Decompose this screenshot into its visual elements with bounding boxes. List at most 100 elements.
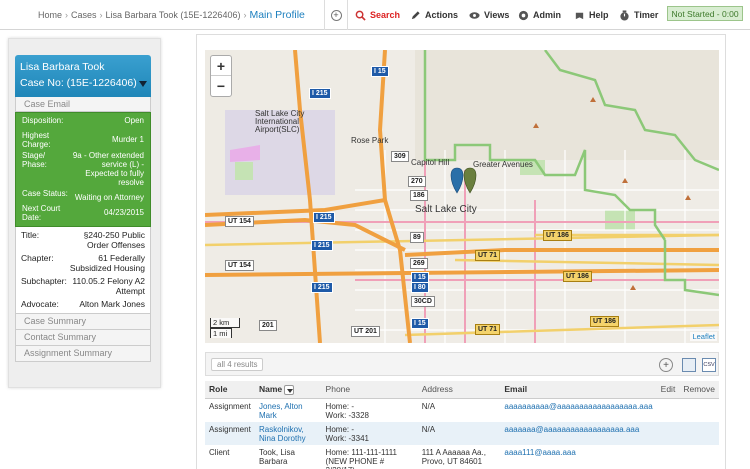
breadcrumb-current: Main Profile (249, 9, 305, 21)
zoom-button[interactable]: + (324, 0, 348, 30)
hwy-shield: 186 (410, 190, 428, 201)
cell-address: 111 A Aaaaaa Aa., Provo, UT 84601 (421, 447, 486, 466)
field-value: 110.05.2 Felony A2 Attempt (72, 276, 145, 296)
copy-table-icon[interactable] (682, 358, 696, 372)
table-row[interactable]: Assignment Jones, Alton Mark Home: - Wor… (205, 398, 719, 422)
field-label: Disposition: (22, 116, 64, 125)
assignment-summary-tab[interactable]: Assignment Summary (15, 345, 151, 362)
cell-email-link[interactable]: aaaaaaa@aaaaaaaaaaaaaaaaaa.aaa (500, 421, 657, 445)
help-icon (575, 12, 584, 19)
col-role[interactable]: Role (205, 381, 255, 399)
scale-mi: 1 mi (210, 328, 232, 338)
map-label-airport: Salt Lake City International Airport(SLC… (255, 109, 305, 134)
case-email-tab[interactable]: Case Email (15, 97, 151, 112)
col-email[interactable]: Email (500, 381, 657, 399)
table-toolbar: all 4 results + CSV (205, 352, 719, 376)
caret-down-icon[interactable] (139, 81, 147, 87)
timer-status-badge[interactable]: Not Started - 0:00 (667, 6, 743, 21)
nav-views[interactable]: Views (469, 0, 509, 30)
search-icon (355, 10, 366, 21)
hwy-shield: 201 (259, 320, 277, 331)
field-label: Title: (21, 230, 40, 240)
col-name[interactable]: Name (254, 381, 322, 399)
cell-email-link[interactable]: aaaaaaaaaa@aaaaaaaaaaaaaaaaaa.aaa (504, 401, 653, 411)
hwy-shield: UT 154 (225, 260, 254, 271)
nav-admin[interactable]: Admin (518, 0, 561, 30)
hwy-shield: UT 186 (563, 271, 592, 282)
field-label: Advocate: (21, 299, 59, 309)
field-label: Stage/ Phase: (22, 151, 47, 169)
field-label: Chapter: (21, 253, 54, 263)
hwy-shield: 89 (410, 232, 424, 243)
top-bar: Home › Cases › Lisa Barbara Took (15E-122640… (0, 0, 750, 30)
map[interactable]: + − Salt Lake City International Airport… (205, 50, 719, 343)
hwy-shield: UT 154 (225, 216, 254, 227)
hwy-shield: I 215 (313, 212, 335, 223)
case-summary-tab[interactable]: Case Summary (15, 313, 151, 330)
hwy-shield: 269 (410, 258, 428, 269)
contact-summary-tab[interactable]: Contact Summary (15, 329, 151, 346)
field-label: Case Status: (22, 189, 68, 198)
hwy-shield: I 215 (311, 282, 333, 293)
cell-address: N/A (421, 401, 436, 411)
csv-export-icon[interactable]: CSV (702, 358, 716, 372)
hwy-shield: 30CD (411, 296, 435, 307)
case-details-panel: Title: §240-250 Public Order Offenses Ch… (15, 227, 151, 314)
add-contact-icon[interactable]: + (659, 358, 673, 372)
breadcrumb: Home › Cases › Lisa Barbara Took (15E-122640… (38, 9, 305, 21)
breadcrumb-home[interactable]: Home (38, 10, 63, 20)
map-label-greater-avenues: Greater Avenues (473, 160, 533, 169)
nav-help[interactable]: Help (574, 0, 609, 30)
pencil-icon (411, 10, 420, 19)
nav-views-label: Views (484, 10, 510, 20)
sort-caret-icon[interactable] (284, 384, 295, 395)
cell-name-link[interactable]: Raskolnikov, Nina Dorothy (254, 421, 322, 445)
cell-name-link[interactable]: Jones, Alton Mark (258, 401, 303, 420)
subchapter-row: Subchapter: 110.05.2 Felony A2 Attempt (21, 276, 145, 296)
eye-icon (469, 11, 480, 19)
hwy-shield: UT 71 (475, 250, 501, 261)
case-status-panel: Disposition: Open Highest Charge: Murder… (15, 112, 151, 227)
col-edit: Edit (656, 381, 680, 399)
zoom-in-button[interactable]: + (211, 56, 231, 76)
hwy-shield: UT 201 (351, 326, 380, 337)
cell-remove[interactable] (679, 398, 719, 422)
nav-search-label: Search (370, 10, 401, 20)
gear-icon (518, 10, 529, 20)
cell-edit[interactable] (657, 445, 680, 469)
cell-phone: Home: - Work: -3341 (321, 421, 418, 445)
breadcrumb-case[interactable]: Lisa Barbara Took (15E-1226406) (105, 10, 241, 20)
case-card-header[interactable]: Lisa Barbara Took Case No: (15E-1226406) (15, 55, 151, 97)
case-number: Case No: (15E-1226406) (20, 77, 137, 89)
table-row[interactable]: Assignment Raskolnikov, Nina Dorothy Hom… (205, 421, 719, 445)
map-scale: 2 km 1 mi (210, 318, 240, 338)
nav-actions[interactable]: Actions (410, 0, 458, 30)
cell-remove[interactable] (679, 445, 719, 469)
cell-edit[interactable] (657, 398, 680, 422)
nav-actions-label: Actions (425, 10, 459, 20)
nav-timer[interactable]: Timer (619, 0, 658, 30)
field-value: §240-250 Public Order Offenses (83, 230, 145, 250)
cell-name[interactable]: Took, Lisa Barbara (258, 447, 296, 466)
case-client-name: Lisa Barbara Took (20, 61, 105, 73)
cell-remove[interactable] (679, 421, 719, 445)
nav-search[interactable]: Search (355, 0, 400, 30)
breadcrumb-cases[interactable]: Cases (71, 10, 97, 20)
col-phone[interactable]: Phone (321, 381, 418, 399)
map-zoom-control: + − (210, 55, 232, 97)
field-value: 61 Federally Subsidized Housing (69, 253, 145, 273)
cell-role: Assignment (209, 401, 251, 411)
cell-phone: Home: 111-111-1111 (NEW PHONE # 2/28/17) (325, 447, 397, 469)
hwy-shield: 309 (391, 151, 409, 162)
table-row[interactable]: Client Took, Lisa Barbara Home: 111-111-… (205, 445, 719, 469)
hwy-shield: 270 (408, 176, 426, 187)
field-value: Murder 1 (111, 135, 144, 144)
cell-email-link[interactable]: aaaa111@aaaa.aaa (504, 447, 576, 457)
cell-address: N/A (417, 421, 501, 445)
cell-edit[interactable] (656, 421, 680, 445)
scale-km: 2 km (210, 318, 240, 328)
nav-admin-label: Admin (533, 10, 561, 20)
zoom-out-button[interactable]: − (216, 78, 226, 94)
col-address[interactable]: Address (417, 381, 501, 399)
leaflet-attribution-link[interactable]: Leaflet (690, 332, 717, 341)
